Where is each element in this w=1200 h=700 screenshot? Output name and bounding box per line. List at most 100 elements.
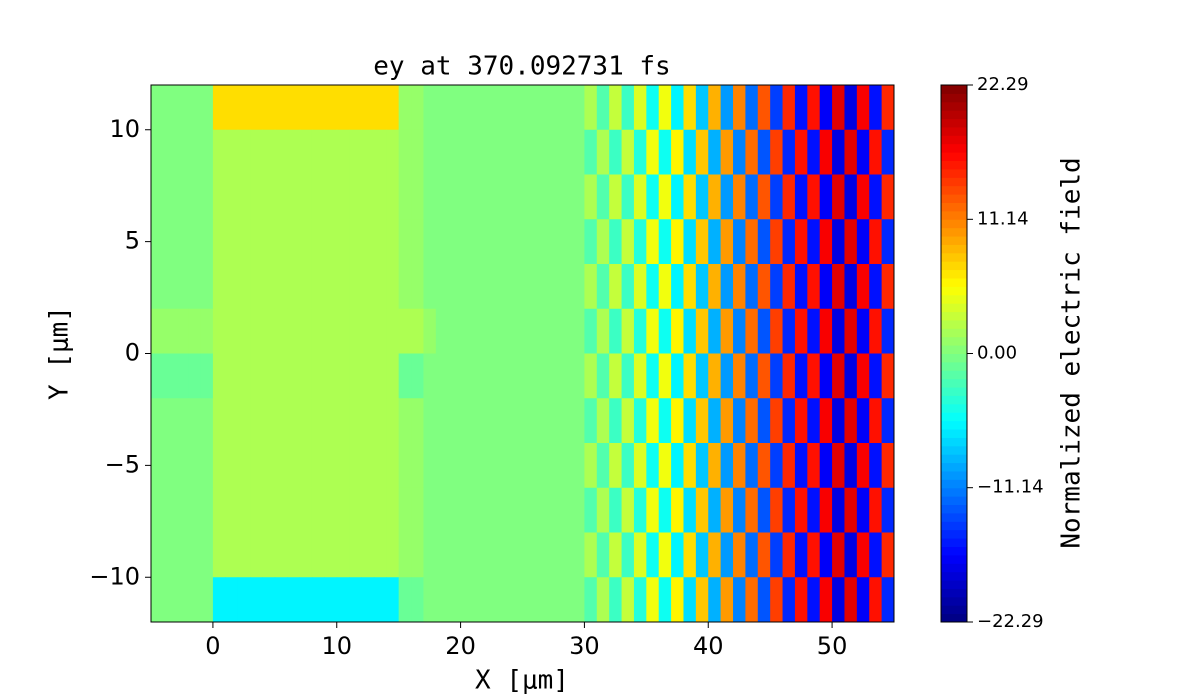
heatmap-cell: [200, 129, 214, 175]
heatmap-cell: [621, 264, 635, 310]
heatmap-cell: [287, 219, 301, 265]
heatmap-cell: [200, 264, 214, 310]
heatmap-cell: [299, 487, 313, 533]
heatmap-cell: [472, 398, 486, 444]
heatmap-cell: [250, 174, 263, 220]
heatmap-cell: [559, 577, 573, 623]
heatmap-cell: [200, 219, 214, 265]
heatmap-cell: [609, 174, 623, 220]
heatmap-cell: [782, 264, 796, 310]
heatmap-cell: [844, 129, 858, 175]
heatmap-cell: [510, 264, 523, 310]
heatmap-cell: [262, 85, 276, 131]
heatmap-cell: [287, 129, 301, 175]
heatmap-cell: [534, 129, 548, 175]
heatmap-cell: [646, 577, 660, 623]
heatmap-cell: [311, 219, 325, 265]
heatmap-cell: [547, 174, 561, 220]
heatmap-cell: [411, 577, 424, 623]
heatmap-cell: [336, 487, 350, 533]
heatmap-cell: [844, 264, 858, 310]
heatmap-cell: [522, 577, 536, 623]
heatmap-cell: [448, 308, 462, 354]
heatmap-cell: [881, 532, 895, 578]
heatmap-cell: [262, 487, 276, 533]
heatmap-cell: [708, 85, 722, 131]
heatmap-cell: [349, 532, 363, 578]
heatmap-cell: [274, 129, 288, 175]
heatmap-cell: [262, 443, 276, 489]
heatmap-cell: [844, 308, 858, 354]
heatmap-cell: [658, 353, 672, 399]
heatmap-cell: [151, 353, 164, 399]
heatmap-cell: [262, 353, 276, 399]
chart-title: ey at 370.092731 fs: [373, 52, 670, 82]
heatmap-cell: [794, 398, 808, 444]
heatmap-cell: [163, 487, 177, 533]
heatmap-cell: [671, 443, 684, 489]
heatmap-cell: [621, 487, 635, 533]
heatmap-cell: [435, 129, 449, 175]
heatmap-cell: [745, 398, 759, 444]
heatmap-cell: [200, 443, 214, 489]
colorbar-swatch: [941, 496, 967, 506]
heatmap-cell: [572, 532, 585, 578]
heatmap-cell: [287, 174, 301, 220]
heatmap-cell: [510, 174, 523, 220]
heatmap-cell: [460, 353, 474, 399]
heatmap-cell: [708, 353, 722, 399]
heatmap-cell: [250, 577, 263, 623]
heatmap-cell: [733, 532, 746, 578]
heatmap-cell: [423, 398, 437, 444]
heatmap-cell: [274, 174, 288, 220]
heatmap-cell: [163, 174, 177, 220]
heatmap-cell: [386, 219, 400, 265]
heatmap-cell: [646, 174, 660, 220]
heatmap-cell: [745, 219, 759, 265]
heatmap-cell: [311, 308, 325, 354]
heatmap-cell: [609, 85, 623, 131]
heatmap-cell: [361, 129, 375, 175]
heatmap-cell: [386, 577, 400, 623]
heatmap-cell: [683, 532, 697, 578]
heatmap-cell: [212, 219, 226, 265]
heatmap-cell: [745, 264, 759, 310]
heatmap-cell: [497, 443, 511, 489]
heatmap-cell: [497, 264, 511, 310]
heatmap-cell: [609, 398, 623, 444]
colorbar-swatch: [941, 194, 967, 203]
heatmap-cell: [435, 398, 449, 444]
heatmap-cell: [311, 398, 325, 444]
heatmap-cell: [448, 174, 462, 220]
heatmap-cell: [386, 353, 400, 399]
heatmap-cell: [832, 174, 845, 220]
colorbar-swatch: [941, 261, 967, 271]
heatmap-cell: [225, 219, 239, 265]
colorbar-swatch: [941, 571, 967, 581]
heatmap-cell: [398, 487, 412, 533]
heatmap-cell: [448, 264, 462, 310]
heatmap-cell: [547, 219, 561, 265]
heatmap-cell: [212, 443, 226, 489]
heatmap-cell: [559, 532, 573, 578]
heatmap-cell: [497, 174, 511, 220]
heatmap-cell: [212, 577, 226, 623]
heatmap-cell: [658, 487, 672, 533]
heatmap-cell: [609, 577, 623, 623]
heatmap-cell: [757, 219, 771, 265]
heatmap-cell: [770, 219, 784, 265]
heatmap-cell: [175, 308, 189, 354]
colorbar-swatch: [941, 135, 967, 145]
heatmap-cell: [708, 487, 722, 533]
heatmap-cell: [262, 308, 276, 354]
colorbar-swatch: [941, 143, 967, 153]
heatmap-cell: [547, 129, 561, 175]
heatmap-cell: [832, 219, 845, 265]
heatmap-cell: [658, 264, 672, 310]
heatmap-cell: [621, 129, 635, 175]
colorbar-swatch: [941, 269, 967, 279]
heatmap-cell: [225, 264, 239, 310]
heatmap-cell: [237, 532, 251, 578]
heatmap-cell: [633, 353, 647, 399]
